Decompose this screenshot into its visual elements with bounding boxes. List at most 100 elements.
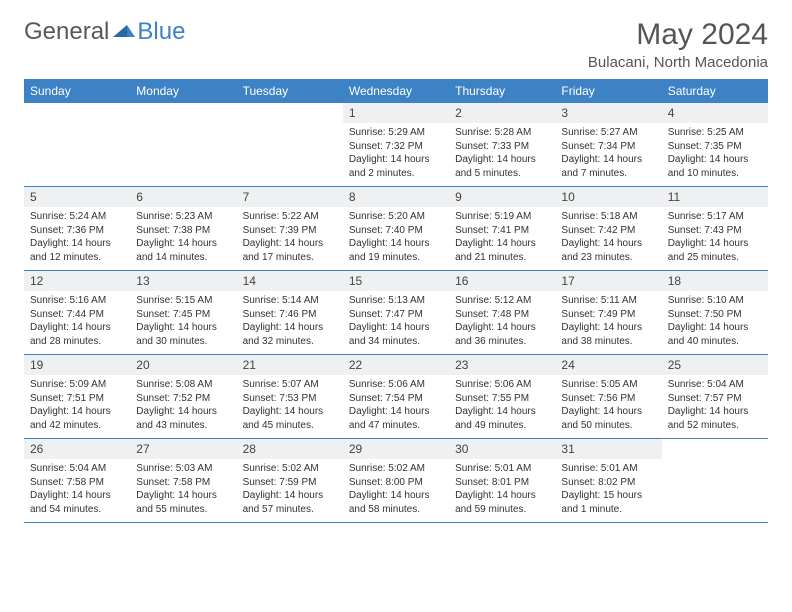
daylight-text: Daylight: 14 hours and 17 minutes.: [243, 237, 337, 264]
calendar-table: Sunday Monday Tuesday Wednesday Thursday…: [24, 79, 768, 523]
sunset-text: Sunset: 7:58 PM: [136, 476, 230, 490]
daylight-text: Daylight: 14 hours and 38 minutes.: [561, 321, 655, 348]
sunrise-text: Sunrise: 5:23 AM: [136, 210, 230, 224]
day-number: [130, 103, 236, 123]
daylight-text: Daylight: 14 hours and 42 minutes.: [30, 405, 124, 432]
day-number: 13: [130, 271, 236, 291]
sunset-text: Sunset: 7:56 PM: [561, 392, 655, 406]
daylight-text: Daylight: 14 hours and 10 minutes.: [668, 153, 762, 180]
sunrise-text: Sunrise: 5:27 AM: [561, 126, 655, 140]
calendar-day-cell: 7Sunrise: 5:22 AMSunset: 7:39 PMDaylight…: [237, 187, 343, 271]
sunset-text: Sunset: 8:00 PM: [349, 476, 443, 490]
calendar-day-cell: 26Sunrise: 5:04 AMSunset: 7:58 PMDayligh…: [24, 439, 130, 523]
sunrise-text: Sunrise: 5:06 AM: [349, 378, 443, 392]
day-content: Sunrise: 5:15 AMSunset: 7:45 PMDaylight:…: [130, 291, 236, 354]
day-number: 24: [555, 355, 661, 375]
calendar-day-cell: 22Sunrise: 5:06 AMSunset: 7:54 PMDayligh…: [343, 355, 449, 439]
month-title: May 2024: [588, 18, 768, 52]
calendar-day-cell: 21Sunrise: 5:07 AMSunset: 7:53 PMDayligh…: [237, 355, 343, 439]
sunrise-text: Sunrise: 5:10 AM: [668, 294, 762, 308]
sunrise-text: Sunrise: 5:09 AM: [30, 378, 124, 392]
day-content: Sunrise: 5:23 AMSunset: 7:38 PMDaylight:…: [130, 207, 236, 270]
calendar-day-cell: 16Sunrise: 5:12 AMSunset: 7:48 PMDayligh…: [449, 271, 555, 355]
day-number: 20: [130, 355, 236, 375]
logo-text-general: General: [24, 18, 109, 46]
sunrise-text: Sunrise: 5:14 AM: [243, 294, 337, 308]
day-content: Sunrise: 5:09 AMSunset: 7:51 PMDaylight:…: [24, 375, 130, 438]
sunrise-text: Sunrise: 5:04 AM: [668, 378, 762, 392]
day-header: Thursday: [449, 79, 555, 103]
day-number: 9: [449, 187, 555, 207]
daylight-text: Daylight: 14 hours and 19 minutes.: [349, 237, 443, 264]
sunset-text: Sunset: 8:01 PM: [455, 476, 549, 490]
day-number: 6: [130, 187, 236, 207]
day-header: Wednesday: [343, 79, 449, 103]
day-number: 26: [24, 439, 130, 459]
sunset-text: Sunset: 7:32 PM: [349, 140, 443, 154]
day-content: Sunrise: 5:29 AMSunset: 7:32 PMDaylight:…: [343, 123, 449, 186]
daylight-text: Daylight: 14 hours and 50 minutes.: [561, 405, 655, 432]
day-number: 14: [237, 271, 343, 291]
day-content: Sunrise: 5:06 AMSunset: 7:54 PMDaylight:…: [343, 375, 449, 438]
calendar-day-cell: 30Sunrise: 5:01 AMSunset: 8:01 PMDayligh…: [449, 439, 555, 523]
daylight-text: Daylight: 14 hours and 55 minutes.: [136, 489, 230, 516]
sunset-text: Sunset: 7:45 PM: [136, 308, 230, 322]
calendar-day-cell: 6Sunrise: 5:23 AMSunset: 7:38 PMDaylight…: [130, 187, 236, 271]
sunrise-text: Sunrise: 5:25 AM: [668, 126, 762, 140]
sunrise-text: Sunrise: 5:16 AM: [30, 294, 124, 308]
daylight-text: Daylight: 14 hours and 28 minutes.: [30, 321, 124, 348]
sunset-text: Sunset: 7:46 PM: [243, 308, 337, 322]
calendar-day-cell: 27Sunrise: 5:03 AMSunset: 7:58 PMDayligh…: [130, 439, 236, 523]
calendar-day-cell: 15Sunrise: 5:13 AMSunset: 7:47 PMDayligh…: [343, 271, 449, 355]
calendar-day-cell: 5Sunrise: 5:24 AMSunset: 7:36 PMDaylight…: [24, 187, 130, 271]
calendar-day-cell: 4Sunrise: 5:25 AMSunset: 7:35 PMDaylight…: [662, 103, 768, 187]
day-content: [130, 123, 236, 173]
sunset-text: Sunset: 8:02 PM: [561, 476, 655, 490]
day-content: Sunrise: 5:05 AMSunset: 7:56 PMDaylight:…: [555, 375, 661, 438]
sunrise-text: Sunrise: 5:13 AM: [349, 294, 443, 308]
calendar-day-cell: 28Sunrise: 5:02 AMSunset: 7:59 PMDayligh…: [237, 439, 343, 523]
day-content: Sunrise: 5:12 AMSunset: 7:48 PMDaylight:…: [449, 291, 555, 354]
daylight-text: Daylight: 14 hours and 14 minutes.: [136, 237, 230, 264]
day-content: Sunrise: 5:19 AMSunset: 7:41 PMDaylight:…: [449, 207, 555, 270]
daylight-text: Daylight: 14 hours and 2 minutes.: [349, 153, 443, 180]
day-content: Sunrise: 5:07 AMSunset: 7:53 PMDaylight:…: [237, 375, 343, 438]
day-content: Sunrise: 5:06 AMSunset: 7:55 PMDaylight:…: [449, 375, 555, 438]
daylight-text: Daylight: 15 hours and 1 minute.: [561, 489, 655, 516]
sunrise-text: Sunrise: 5:17 AM: [668, 210, 762, 224]
day-content: Sunrise: 5:25 AMSunset: 7:35 PMDaylight:…: [662, 123, 768, 186]
sunrise-text: Sunrise: 5:18 AM: [561, 210, 655, 224]
sunrise-text: Sunrise: 5:04 AM: [30, 462, 124, 476]
calendar-day-cell: 3Sunrise: 5:27 AMSunset: 7:34 PMDaylight…: [555, 103, 661, 187]
sunrise-text: Sunrise: 5:24 AM: [30, 210, 124, 224]
sunrise-text: Sunrise: 5:06 AM: [455, 378, 549, 392]
sunset-text: Sunset: 7:38 PM: [136, 224, 230, 238]
day-number: 17: [555, 271, 661, 291]
daylight-text: Daylight: 14 hours and 52 minutes.: [668, 405, 762, 432]
daylight-text: Daylight: 14 hours and 34 minutes.: [349, 321, 443, 348]
daylight-text: Daylight: 14 hours and 5 minutes.: [455, 153, 549, 180]
day-header: Sunday: [24, 79, 130, 103]
daylight-text: Daylight: 14 hours and 40 minutes.: [668, 321, 762, 348]
calendar-day-cell: [130, 103, 236, 187]
sunrise-text: Sunrise: 5:05 AM: [561, 378, 655, 392]
day-number: 28: [237, 439, 343, 459]
daylight-text: Daylight: 14 hours and 43 minutes.: [136, 405, 230, 432]
daylight-text: Daylight: 14 hours and 54 minutes.: [30, 489, 124, 516]
day-number: 25: [662, 355, 768, 375]
sunset-text: Sunset: 7:48 PM: [455, 308, 549, 322]
calendar-day-cell: 24Sunrise: 5:05 AMSunset: 7:56 PMDayligh…: [555, 355, 661, 439]
daylight-text: Daylight: 14 hours and 25 minutes.: [668, 237, 762, 264]
daylight-text: Daylight: 14 hours and 21 minutes.: [455, 237, 549, 264]
day-number: [662, 439, 768, 459]
calendar-day-cell: 17Sunrise: 5:11 AMSunset: 7:49 PMDayligh…: [555, 271, 661, 355]
day-number: [24, 103, 130, 123]
sunset-text: Sunset: 7:36 PM: [30, 224, 124, 238]
daylight-text: Daylight: 14 hours and 58 minutes.: [349, 489, 443, 516]
day-number: 23: [449, 355, 555, 375]
day-header: Monday: [130, 79, 236, 103]
title-block: May 2024 Bulacani, North Macedonia: [588, 18, 768, 71]
sunrise-text: Sunrise: 5:19 AM: [455, 210, 549, 224]
calendar-week-row: 12Sunrise: 5:16 AMSunset: 7:44 PMDayligh…: [24, 271, 768, 355]
daylight-text: Daylight: 14 hours and 30 minutes.: [136, 321, 230, 348]
